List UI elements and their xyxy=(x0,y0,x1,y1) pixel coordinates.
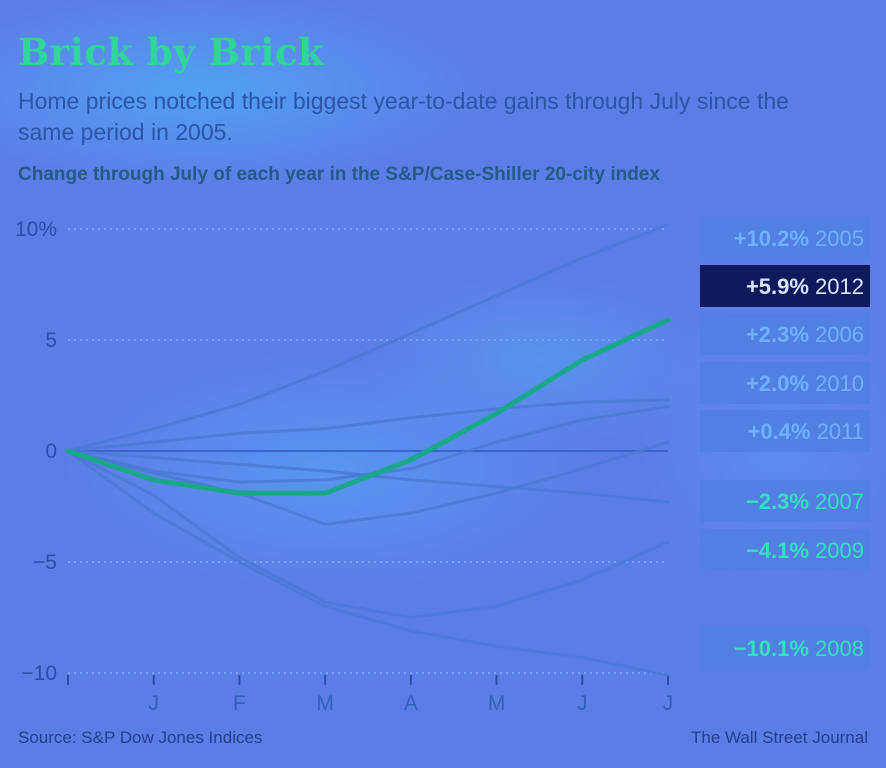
series-label-text: +2.0% 2010 xyxy=(746,371,864,396)
series-change-value: −10.1% xyxy=(734,636,815,661)
x-tick-label: M xyxy=(488,692,506,715)
series-label-box xyxy=(700,529,870,571)
series-label-text: +0.4% 2011 xyxy=(748,419,864,444)
series-label-text: +2.3% 2006 xyxy=(746,322,864,347)
series-year: 2007 xyxy=(815,489,864,514)
series-line-2009 xyxy=(66,449,670,619)
series-label-text: +5.9% 2012 xyxy=(746,274,864,299)
series-year: 2010 xyxy=(815,371,864,396)
series-label-2006: +2.3% 2006 xyxy=(700,313,870,355)
series-line-2005 xyxy=(66,223,670,453)
series-year: 2005 xyxy=(815,226,864,251)
series-change-value: −2.3% xyxy=(746,489,815,514)
series-label-2012: +5.9% 2012 xyxy=(700,265,870,307)
series-label-box xyxy=(700,410,870,452)
y-tick-label: 0 xyxy=(45,440,57,463)
series-label-box xyxy=(700,480,870,522)
series-change-value: +2.0% xyxy=(746,371,815,396)
series-year: 2009 xyxy=(815,538,864,563)
series-label-box xyxy=(700,217,870,259)
series-label-2005: +10.2% 2005 xyxy=(700,217,870,259)
series-label-box xyxy=(700,265,870,307)
x-tick-label: F xyxy=(233,692,246,715)
y-tick-label: 10% xyxy=(15,218,57,241)
series-change-value: +10.2% xyxy=(734,226,815,251)
series-label-text: −10.1% 2008 xyxy=(734,636,864,661)
series-label-2011: +0.4% 2011 xyxy=(700,410,870,452)
series-year: 2008 xyxy=(815,636,864,661)
series-label-box xyxy=(700,313,870,355)
source-note: Source: S&P Dow Jones Indices xyxy=(18,728,263,747)
series-label-2010: +2.0% 2010 xyxy=(700,362,870,404)
series-label-box xyxy=(700,362,870,404)
series-line-2012 xyxy=(65,317,671,496)
series-year: 2012 xyxy=(815,274,864,299)
series-label-2008: −10.1% 2008 xyxy=(700,627,870,669)
series-change-value: +2.3% xyxy=(746,322,815,347)
series-label-2009: −4.1% 2009 xyxy=(700,529,870,571)
series-label-text: −2.3% 2007 xyxy=(746,489,864,514)
series-change-value: +5.9% xyxy=(746,274,815,299)
chart-title: Brick by Brick xyxy=(18,30,325,74)
series-change-value: −4.1% xyxy=(746,538,815,563)
x-tick-label: A xyxy=(404,692,418,715)
series-change-value: +0.4% xyxy=(748,419,817,444)
series-year: 2006 xyxy=(815,322,864,347)
series-layer xyxy=(65,223,671,677)
series-line-2006 xyxy=(66,398,670,453)
series-year: 2011 xyxy=(817,419,864,444)
series-label-2007: −2.3% 2007 xyxy=(700,480,870,522)
series-line-2011 xyxy=(66,440,670,526)
grid-layer xyxy=(68,228,668,674)
axis-layer: 10% 5 0 −5 −10 J F M A M J J xyxy=(15,218,673,715)
series-label-text: +10.2% 2005 xyxy=(734,226,864,251)
y-tick-label: −10 xyxy=(21,662,57,685)
y-tick-label: −5 xyxy=(33,551,57,574)
x-tick-label: J xyxy=(577,692,588,715)
publisher-credit: The Wall Street Journal xyxy=(691,728,868,747)
x-tick-label: J xyxy=(663,692,674,715)
chart-subtitle: Home prices notched their biggest year-t… xyxy=(18,88,789,145)
series-label-box xyxy=(700,627,870,669)
x-tick-label: M xyxy=(316,692,334,715)
series-label-text: −4.1% 2009 xyxy=(746,538,864,563)
x-tick-label: J xyxy=(148,692,159,715)
series-label-layer: +10.2% 2005+5.9% 2012+2.3% 2006+2.0% 201… xyxy=(700,217,870,669)
chart-heading: Change through July of each year in the … xyxy=(18,164,660,185)
series-line-2008 xyxy=(66,449,670,677)
y-tick-label: 5 xyxy=(45,329,57,352)
